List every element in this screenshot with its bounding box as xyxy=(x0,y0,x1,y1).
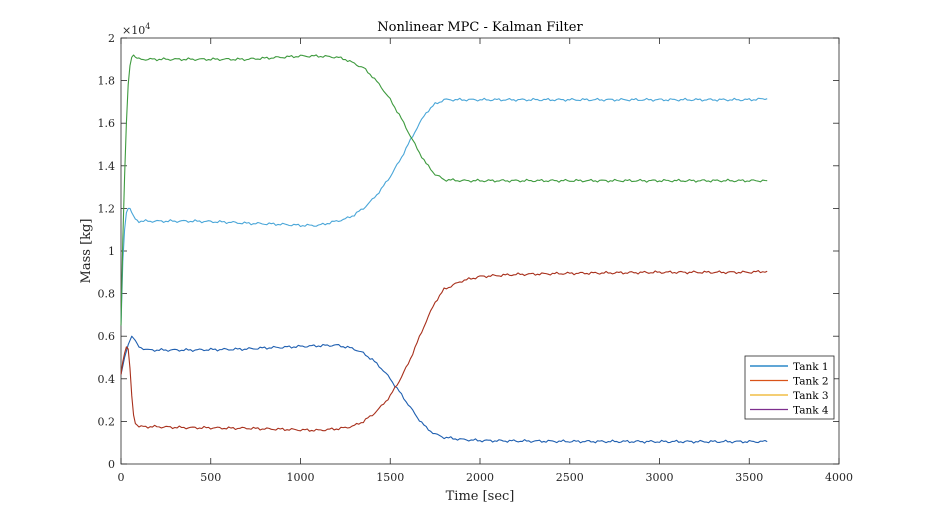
y-exponent-power: 4 xyxy=(145,22,150,31)
series-line xyxy=(120,54,768,326)
legend-items: Tank 1 Tank 2 Tank 3 Tank 4 xyxy=(750,361,829,417)
tick-labels: 0 500 1000 1500 2000 2500 3000 3500 4000 0 0.2 0.4 0… xyxy=(98,32,854,484)
y-tick-label: 0.6 xyxy=(98,330,116,343)
legend-label: Tank 3 xyxy=(793,390,829,402)
chart-title: Nonlinear MPC - Kalman Filter xyxy=(377,20,583,35)
x-tick-label: 1000 xyxy=(287,471,315,484)
x-tick-label: 4000 xyxy=(825,471,853,484)
y-tick-label: 0.4 xyxy=(98,373,116,386)
y-tick-label: 2 xyxy=(108,32,115,45)
plot-area xyxy=(120,37,840,465)
x-tick-label: 1500 xyxy=(376,471,404,484)
x-tick-label: 3000 xyxy=(646,471,674,484)
series-line xyxy=(120,270,768,432)
series-line xyxy=(120,335,768,444)
y-axis-exponent: ×104 xyxy=(122,22,150,37)
y-tick-label: 1.8 xyxy=(98,75,116,88)
legend-label: Tank 1 xyxy=(793,361,829,373)
x-tick-label: 2000 xyxy=(466,471,494,484)
y-tick-label: 0 xyxy=(108,458,115,471)
x-tick-label: 0 xyxy=(118,471,125,484)
x-tick-label: 3500 xyxy=(735,471,763,484)
series-line xyxy=(120,97,768,326)
legend: Tank 1 Tank 2 Tank 3 Tank 4 xyxy=(744,355,835,420)
x-tick-label: 500 xyxy=(200,471,221,484)
y-exponent-base: ×10 xyxy=(122,24,145,37)
axes-box xyxy=(120,37,840,465)
x-axis-label: Time [sec] xyxy=(446,489,515,504)
x-tick-label: 2500 xyxy=(556,471,584,484)
y-tick-label: 0.2 xyxy=(98,415,116,428)
series-lines xyxy=(120,54,768,444)
y-axis-label: Mass [kg] xyxy=(79,219,94,284)
y-tick-label: 1.4 xyxy=(98,160,116,173)
legend-label: Tank 2 xyxy=(793,376,829,388)
legend-label: Tank 4 xyxy=(793,405,829,417)
y-tick-label: 1 xyxy=(108,245,115,258)
y-tick-label: 1.6 xyxy=(98,117,116,130)
y-tick-label: 0.8 xyxy=(98,288,116,301)
y-tick-label: 1.2 xyxy=(98,202,116,215)
